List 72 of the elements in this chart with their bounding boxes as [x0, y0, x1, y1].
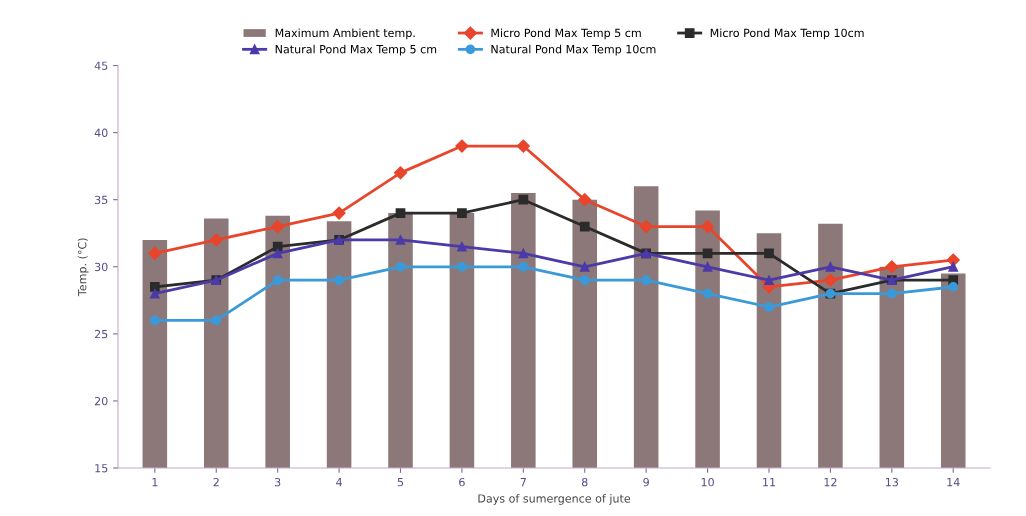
y-tick-label: 35	[94, 195, 108, 205]
point	[885, 260, 899, 274]
point	[211, 315, 222, 326]
x-tick-label: 4	[336, 478, 342, 487]
x-tick-label: 7	[520, 478, 526, 487]
y-tick-label: 20	[94, 396, 108, 406]
point	[272, 241, 283, 252]
point	[149, 288, 160, 299]
x-tick-label: 1	[152, 478, 158, 487]
x-tick-label: 5	[397, 478, 404, 487]
x-tick-label: 14	[947, 478, 960, 487]
x-tick-label: 3	[274, 477, 281, 487]
point	[764, 275, 774, 286]
point	[334, 275, 344, 286]
y-tick-label: 15	[95, 464, 108, 473]
point	[764, 302, 774, 312]
y-tick-label: 30	[94, 262, 108, 272]
point	[455, 139, 469, 153]
point	[702, 288, 713, 299]
legend-label: Natural Pond Max Temp 5 cm	[275, 44, 437, 56]
point	[393, 166, 408, 180]
x-axis-title: Days of sumergence of jute	[478, 494, 631, 505]
y-tick-label: 25	[94, 329, 108, 339]
point	[641, 275, 652, 286]
y-tick-label: 40	[94, 128, 108, 137]
point	[395, 208, 406, 218]
point	[948, 261, 959, 272]
x-tick-label: 13	[885, 477, 898, 487]
point	[702, 261, 713, 272]
point	[948, 282, 959, 292]
y-axis-title: Temp. (°C)	[77, 238, 89, 297]
point	[579, 261, 590, 272]
point	[272, 275, 283, 286]
y-tick-label: 45	[94, 61, 108, 70]
point	[639, 219, 653, 234]
point	[149, 315, 160, 326]
point	[457, 208, 467, 218]
point	[764, 248, 774, 259]
point	[395, 235, 406, 245]
point	[148, 246, 162, 260]
point	[579, 221, 590, 232]
point	[823, 273, 837, 287]
point	[518, 261, 529, 272]
point	[395, 261, 406, 272]
point	[332, 206, 346, 220]
point	[825, 261, 836, 272]
point	[886, 288, 897, 299]
point	[516, 139, 530, 153]
point	[209, 233, 223, 247]
point	[457, 261, 467, 272]
point	[579, 275, 590, 286]
x-tick-label: 2	[213, 477, 219, 487]
legend-label: Micro Pond Max Temp 5 cm	[491, 28, 641, 40]
point	[702, 248, 713, 259]
point	[700, 219, 715, 234]
point	[518, 194, 529, 205]
point	[149, 282, 160, 292]
x-tick-label: 6	[459, 477, 465, 487]
legend-label: Natural Pond Max Temp 10cm	[491, 44, 656, 56]
x-tick-label: 9	[643, 477, 649, 487]
legend-label: Maximum Ambient temp.	[275, 28, 415, 40]
point	[518, 248, 529, 259]
point	[946, 253, 960, 267]
x-tick-label: 8	[581, 477, 588, 487]
point	[272, 248, 283, 259]
point	[457, 241, 467, 252]
x-tick-label: 11	[763, 478, 776, 487]
point	[271, 219, 285, 234]
legend-label: Micro Pond Max Temp 10cm	[710, 28, 864, 40]
x-tick-label: 12	[824, 477, 837, 487]
point	[578, 193, 592, 207]
x-tick-label: 10	[701, 477, 714, 487]
